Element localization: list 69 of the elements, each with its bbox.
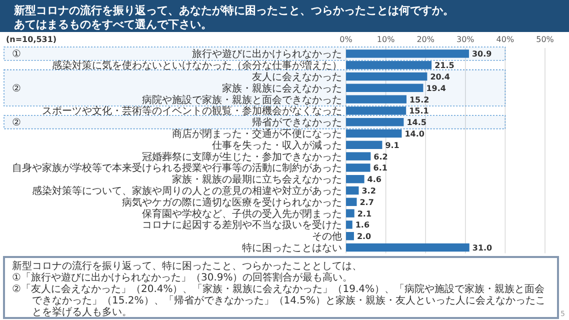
- bar: [346, 186, 359, 195]
- bar: [346, 232, 354, 240]
- bar: [346, 72, 428, 81]
- data-label: 2.0: [356, 232, 372, 242]
- y-tick-label: コロナに起因する差別や不当な扱いを受けた: [142, 219, 342, 232]
- y-tick-label: 冠婚葬祭に支障が生じた・参加できなかった: [142, 150, 342, 163]
- y-tick-label: 仕事を失った・収入が減った: [212, 139, 342, 152]
- bar: [346, 152, 371, 160]
- y-tick-label: 自身や家族が学校等で本来受けられる授業や行事等の活動に制約があった: [12, 162, 342, 174]
- x-tick-label: 40%: [496, 35, 514, 44]
- bar: [346, 198, 357, 206]
- data-label: 19.4: [426, 84, 446, 93]
- y-tick-label: 商店が閉まった・交通が不便になった: [172, 128, 342, 140]
- data-label: 30.9: [472, 50, 492, 59]
- x-tick-label: 30%: [456, 35, 475, 44]
- y-tick-label: 保育園や学校など、子供の受入先が閉まった: [142, 208, 342, 220]
- data-label: 1.6: [355, 220, 370, 230]
- y-tick-label: スポーツや文化・芸術等のイベントの観覧・参加機会がなくなった: [42, 105, 342, 118]
- x-tick-label: 10%: [376, 35, 396, 44]
- data-label: 21.5: [434, 61, 455, 70]
- y-tick-label: 旅行や遊びに出かけられなかった: [192, 48, 342, 60]
- bar: [346, 220, 352, 229]
- y-tick-label: 家族・親族の最期に立ち会えなかった: [172, 174, 342, 186]
- y-tick-label: その他: [312, 230, 342, 243]
- band-label: ①: [12, 49, 21, 60]
- bar: [346, 164, 370, 172]
- bar: [346, 140, 382, 150]
- text: ①「旅行や遊びに出かけられなかった」（30.9%）の回答割合が最も高い。: [12, 272, 353, 284]
- y-tick-label: 家族・親族に会えなかった: [222, 82, 342, 94]
- y-tick-label: 帰省ができなかった: [252, 116, 342, 129]
- bar: [346, 60, 432, 70]
- x-tick-label: 20%: [416, 35, 435, 44]
- text: 新型コロナの流行を振り返って、特に困ったこと、つらかったこととしては、: [12, 260, 362, 272]
- data-label: 31.0: [472, 244, 493, 252]
- text: (n=10,531): [6, 35, 57, 44]
- data-label: 6.2: [374, 152, 388, 162]
- data-label: 2.7: [360, 198, 374, 207]
- data-label: 15.2: [409, 95, 430, 104]
- data-label: 14.5: [406, 118, 427, 128]
- y-tick-label: 病院や施設で家族・親族と面会できなかった: [142, 94, 342, 106]
- data-label: 4.6: [367, 175, 382, 184]
- y-tick-label: 感染対策等について、家族や周りの人との意見の相違や対立があった: [32, 185, 342, 197]
- y-tick-label: 病気やケガの際に適切な医療を受けられなかった: [122, 196, 342, 208]
- bar: [346, 243, 470, 252]
- bar: [346, 129, 402, 138]
- data-label: 14.0: [404, 130, 425, 138]
- bar: [346, 118, 404, 126]
- x-tick-label: 50%: [536, 35, 554, 44]
- bar: [346, 209, 354, 218]
- text: 新型コロナの流行を振り返って、あなたが特に困ったこと、つらかったことは何ですか。: [13, 4, 454, 17]
- y-tick-label: 友人に会えなかった: [252, 71, 342, 83]
- x-tick-label: 0%: [340, 35, 353, 44]
- data-label: 9.1: [385, 140, 400, 150]
- text: あてはまるものをすべて選んで下さい。: [14, 18, 212, 31]
- data-label: 2.1: [357, 209, 372, 218]
- band-label: ②: [12, 118, 21, 129]
- data-label: 3.2: [362, 186, 376, 196]
- text: ②「友人に会えなかった」（20.4%）、「家族・親族に会えなかった」（19.4%）、「病院や施設で家族・親族と面会できなかった」（15.2%）、「帰省ができなかった」（14.5%）と家族・親族・友人といった人に会えなかったことを挙げる人も多い。: [12, 283, 546, 318]
- data-label: 15.1: [409, 106, 430, 116]
- data-label: 20.4: [430, 72, 450, 82]
- data-label: 6.1: [373, 164, 388, 173]
- bar: [346, 50, 469, 58]
- bar: [346, 174, 364, 184]
- bar: [346, 84, 424, 92]
- bar: [346, 95, 406, 104]
- bar: [346, 106, 406, 115]
- band-label: ②: [12, 83, 21, 94]
- y-tick-label: 感染対策に気を使わないといけなかった（余分な仕事が増えた）: [52, 60, 342, 72]
- y-tick-label: 特に困ったことはない: [242, 242, 342, 254]
